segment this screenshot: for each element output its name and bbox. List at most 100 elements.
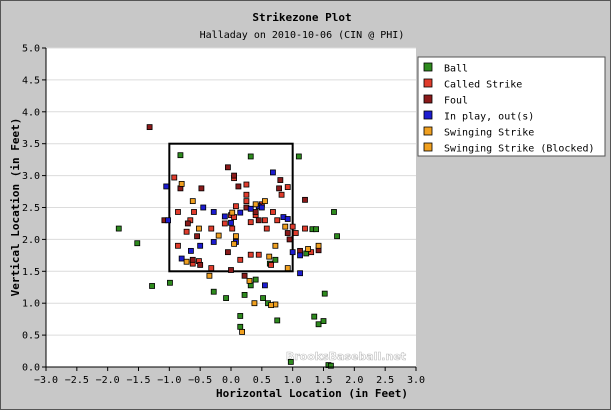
y-tick-label: 3.0	[22, 171, 40, 182]
point-in-play-out-s	[178, 255, 185, 262]
point-in-play-out-s	[221, 213, 228, 220]
x-tick-label: −3.0	[34, 375, 58, 386]
point-ball	[272, 256, 279, 263]
point-ball	[134, 240, 141, 247]
y-tick-label: 1.0	[22, 299, 40, 310]
point-in-play-out-s	[247, 205, 254, 212]
point-foul	[146, 124, 153, 131]
point-called-strike	[292, 230, 299, 236]
point-swinging-strike	[305, 246, 311, 252]
point-called-strike	[247, 219, 254, 226]
point-called-strike	[229, 225, 236, 232]
chart-subtitle: Halladay on 2010-10-06 (CIN @ PHI)	[200, 30, 405, 41]
point-ball	[334, 233, 340, 240]
point-in-play-out-s	[228, 219, 234, 226]
point-called-strike	[233, 203, 239, 210]
point-swinging-strike	[282, 223, 289, 230]
x-tick-label: −0.5	[188, 375, 212, 386]
y-tick-label: 0.5	[22, 331, 40, 342]
x-tick-label: 1.0	[284, 375, 302, 386]
point-called-strike	[284, 184, 291, 190]
point-ball	[274, 317, 281, 324]
point-swinging-strike	[315, 242, 322, 249]
point-swinging-strike	[266, 253, 273, 260]
legend-swatch	[423, 126, 433, 136]
point-ball	[321, 290, 328, 297]
point-foul	[197, 262, 204, 268]
point-ball	[115, 225, 122, 232]
x-tick-label: −2.5	[65, 375, 89, 386]
y-tick-label: 2.5	[22, 203, 40, 214]
point-in-play-out-s	[262, 282, 268, 289]
legend: Ball Called Strike Foul In play, out(s) Swin…	[417, 56, 606, 157]
point-swinging-strike	[239, 329, 246, 335]
point-ball	[237, 323, 244, 330]
point-foul	[302, 196, 308, 203]
point-ball	[241, 292, 248, 298]
point-ball	[167, 279, 173, 286]
legend-label: Ball	[444, 64, 468, 75]
pitch-points	[115, 124, 340, 369]
point-foul	[284, 230, 291, 236]
point-in-play-out-s	[297, 252, 303, 259]
point-called-strike	[262, 217, 268, 224]
point-in-play-out-s	[210, 239, 217, 245]
y-tick-label: 3.5	[22, 139, 40, 150]
point-in-play-out-s	[258, 204, 265, 211]
point-foul	[184, 220, 191, 227]
point-called-strike	[247, 251, 254, 258]
point-in-play-out-s	[289, 249, 296, 256]
legend-swatch	[423, 94, 433, 104]
point-swinging-strike	[183, 258, 190, 265]
point-swinging-strike	[189, 198, 196, 205]
point-foul	[277, 177, 284, 183]
point-called-strike	[237, 256, 244, 263]
point-called-strike	[289, 223, 296, 230]
chart-title: Strikezone Plot	[252, 11, 351, 24]
y-tick-label: 4.5	[22, 75, 40, 86]
legend-box	[417, 56, 606, 157]
point-foul	[235, 183, 242, 190]
point-in-play-out-s	[237, 209, 244, 216]
x-axis-title: Horizontal Location (in Feet)	[216, 387, 408, 400]
point-in-play-out-s	[200, 204, 207, 211]
point-ball	[247, 153, 254, 160]
y-tick-label: 1.5	[22, 267, 40, 278]
legend-label: Called Strike	[444, 80, 522, 91]
point-foul	[255, 217, 262, 224]
point-ball	[311, 313, 318, 320]
point-ball	[260, 295, 266, 301]
point-ball	[313, 226, 320, 233]
point-foul	[198, 185, 205, 192]
legend-label: In play, out(s)	[444, 112, 534, 123]
point-foul	[225, 164, 231, 171]
y-axis-title: Vertical Location (in Feet)	[9, 118, 22, 297]
point-called-strike	[308, 249, 315, 256]
point-foul	[189, 256, 196, 263]
point-swinging-strike	[272, 242, 279, 249]
point-called-strike	[268, 262, 274, 268]
point-ball	[237, 313, 244, 319]
x-tick-label: 0.5	[253, 375, 271, 386]
legend-label: Foul	[444, 96, 468, 107]
point-ball	[320, 318, 327, 324]
x-tick-label: 3.0	[407, 375, 425, 386]
y-tick-label: 0.0	[22, 363, 40, 374]
legend-swatch	[423, 78, 433, 88]
point-swinging-strike	[215, 232, 222, 239]
point-ball	[331, 209, 337, 215]
point-called-strike	[302, 225, 308, 232]
legend-label: Swinging Strike (Blocked)	[444, 144, 595, 155]
x-tick-label: 2.0	[345, 375, 363, 386]
point-called-strike	[243, 181, 250, 188]
point-foul	[231, 172, 237, 179]
x-tick-label: −2.0	[96, 375, 120, 386]
point-ball	[177, 152, 184, 159]
point-called-strike	[274, 217, 281, 224]
point-called-strike	[208, 225, 215, 232]
point-foul	[228, 267, 234, 273]
point-ball	[252, 276, 259, 283]
point-called-strike	[255, 251, 262, 258]
x-tick-label: 0.0	[222, 375, 240, 386]
point-foul	[252, 209, 259, 215]
